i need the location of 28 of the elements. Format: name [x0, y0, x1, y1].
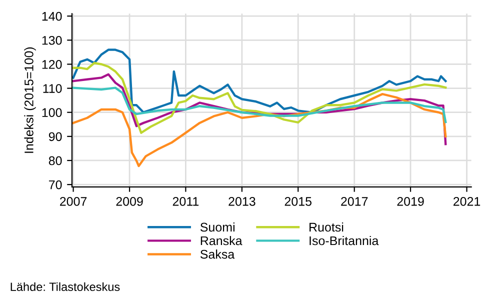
- x-tick-label: 2015: [284, 197, 312, 206]
- y-tick-label: 130: [42, 36, 62, 45]
- x-tick-label: 2019: [397, 197, 424, 206]
- x-tick-label: 2021: [453, 197, 480, 206]
- line-series: [72, 62, 447, 134]
- y-tick-label: 100: [42, 108, 62, 118]
- line-series: [72, 86, 447, 124]
- legend-label: Iso-Britannia: [310, 236, 379, 246]
- legend-label: Suomi: [200, 222, 234, 232]
- legend-label: Ranska: [200, 236, 242, 246]
- legend-label: Ruotsi: [310, 222, 344, 232]
- y-tick-label: 80: [48, 156, 62, 166]
- x-tick-label: 2017: [341, 197, 368, 206]
- legend-label: Saksa: [200, 250, 235, 259]
- x-tick-label: 2013: [228, 197, 256, 206]
- y-tick-label: 70: [48, 180, 62, 190]
- text: Lähde: Tilastokeskus: [10, 282, 120, 292]
- line-series: [72, 92, 447, 168]
- y-tick-label: 140: [42, 12, 62, 21]
- y-tick-label: 120: [42, 60, 62, 69]
- x-tick-label: 2009: [116, 197, 143, 206]
- line-series: [72, 48, 447, 114]
- x-tick-label: 2011: [172, 197, 199, 206]
- line-series: [72, 73, 447, 146]
- y-tick-label: 110: [43, 84, 62, 93]
- x-tick-label: 2007: [60, 197, 87, 206]
- y-axis-title: Indeksi (2015=100): [24, 47, 36, 153]
- y-tick-label: 90: [48, 132, 62, 142]
